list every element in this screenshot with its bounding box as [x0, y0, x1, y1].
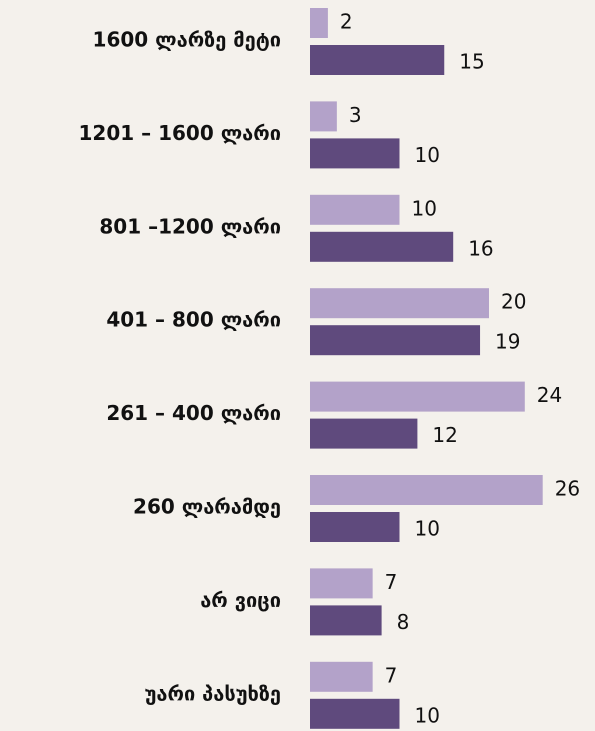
- value-label: 3: [349, 103, 362, 127]
- category-label: უარი პასუხზე: [145, 681, 281, 705]
- bar: [310, 101, 337, 132]
- value-label: 15: [459, 50, 484, 74]
- category-label: 260 ლარამდე: [133, 495, 281, 519]
- value-label: 8: [397, 610, 410, 634]
- bar: [310, 698, 400, 729]
- bar: [310, 325, 481, 356]
- bar: [310, 381, 525, 412]
- bar: [310, 45, 445, 75]
- value-label: 24: [537, 383, 562, 407]
- value-label: 10: [415, 517, 440, 541]
- value-label: 10: [415, 143, 440, 167]
- bar: [310, 194, 400, 225]
- bar: [310, 231, 454, 262]
- category-label: 801 –1200 ლარი: [99, 214, 281, 238]
- category-label: 1600 ლარზე მეტი: [93, 28, 281, 52]
- value-label: 19: [495, 330, 520, 354]
- value-label: 2: [340, 10, 353, 34]
- bar: [310, 475, 543, 505]
- bar: [310, 138, 400, 169]
- category-label: 1201 – 1600 ლარი: [78, 121, 281, 145]
- bar: [310, 661, 373, 692]
- bar: [310, 418, 418, 449]
- value-label: 10: [415, 703, 440, 727]
- value-label: 7: [385, 570, 398, 594]
- value-label: 10: [412, 196, 437, 220]
- value-label: 16: [468, 236, 493, 260]
- bar: [310, 605, 382, 636]
- category-label: არ ვიცი: [200, 588, 281, 612]
- value-label: 26: [555, 477, 580, 501]
- bar: [310, 568, 373, 599]
- category-label: 401 – 800 ლარი: [106, 308, 281, 332]
- bar: [310, 512, 400, 542]
- value-label: 12: [432, 423, 457, 447]
- bar: [310, 8, 328, 38]
- value-label: 20: [501, 290, 526, 314]
- value-label: 7: [385, 663, 398, 687]
- bar: [310, 288, 489, 319]
- category-label: 261 – 400 ლარი: [106, 401, 281, 425]
